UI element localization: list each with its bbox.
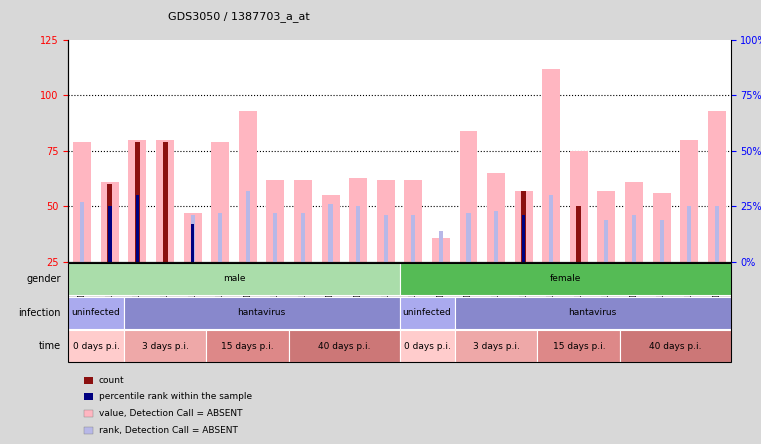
- Bar: [80, 202, 84, 317]
- Bar: [597, 191, 616, 317]
- Text: value, Detection Call = ABSENT: value, Detection Call = ABSENT: [99, 409, 243, 418]
- Text: 15 days p.i.: 15 days p.i.: [552, 342, 605, 351]
- Bar: [135, 195, 139, 317]
- Bar: [163, 142, 167, 317]
- Text: 3 days p.i.: 3 days p.i.: [473, 342, 520, 351]
- Bar: [73, 142, 91, 317]
- Bar: [156, 140, 174, 317]
- Bar: [101, 182, 119, 317]
- Bar: [411, 215, 416, 317]
- Bar: [218, 213, 222, 317]
- Bar: [190, 215, 195, 317]
- Bar: [108, 206, 112, 317]
- Bar: [107, 184, 113, 317]
- Bar: [384, 215, 388, 317]
- Text: 0 days p.i.: 0 days p.i.: [72, 342, 119, 351]
- Bar: [653, 193, 670, 317]
- Bar: [680, 140, 698, 317]
- Text: ▶: ▶: [68, 274, 75, 283]
- Text: male: male: [223, 274, 245, 283]
- Bar: [549, 195, 553, 317]
- Bar: [460, 131, 477, 317]
- Bar: [432, 238, 450, 317]
- Bar: [577, 220, 581, 317]
- Bar: [625, 182, 643, 317]
- Text: gender: gender: [27, 274, 61, 284]
- Text: count: count: [99, 376, 125, 385]
- Bar: [356, 206, 360, 317]
- Bar: [521, 211, 526, 317]
- Bar: [301, 213, 305, 317]
- Text: female: female: [549, 274, 581, 283]
- Bar: [329, 204, 333, 317]
- Text: uninfected: uninfected: [403, 308, 451, 317]
- Text: 15 days p.i.: 15 days p.i.: [221, 342, 274, 351]
- Text: infection: infection: [18, 308, 61, 317]
- Bar: [191, 224, 194, 317]
- Bar: [439, 231, 443, 317]
- Text: 40 days p.i.: 40 days p.i.: [649, 342, 702, 351]
- Bar: [466, 213, 470, 317]
- Bar: [521, 191, 526, 317]
- Text: time: time: [39, 341, 61, 351]
- Bar: [135, 195, 139, 317]
- Text: percentile rank within the sample: percentile rank within the sample: [99, 392, 252, 401]
- Bar: [687, 206, 691, 317]
- Bar: [522, 215, 525, 317]
- Bar: [543, 69, 560, 317]
- Bar: [183, 213, 202, 317]
- Bar: [349, 178, 367, 317]
- Bar: [494, 211, 498, 317]
- Bar: [715, 206, 719, 317]
- Bar: [604, 220, 609, 317]
- Text: rank, Detection Call = ABSENT: rank, Detection Call = ABSENT: [99, 426, 237, 435]
- Text: ▶: ▶: [68, 308, 75, 317]
- Bar: [135, 142, 140, 317]
- Bar: [632, 215, 636, 317]
- Bar: [239, 111, 256, 317]
- Text: GDS3050 / 1387703_a_at: GDS3050 / 1387703_a_at: [167, 11, 310, 22]
- Bar: [129, 140, 146, 317]
- Bar: [273, 213, 278, 317]
- Bar: [404, 180, 422, 317]
- Bar: [266, 180, 285, 317]
- Bar: [294, 180, 312, 317]
- Bar: [660, 220, 664, 317]
- Text: 40 days p.i.: 40 days p.i.: [318, 342, 371, 351]
- Text: 0 days p.i.: 0 days p.i.: [403, 342, 451, 351]
- Text: uninfected: uninfected: [72, 308, 120, 317]
- Bar: [212, 142, 229, 317]
- Bar: [514, 191, 533, 317]
- Text: hantavirus: hantavirus: [568, 308, 616, 317]
- Bar: [108, 206, 112, 317]
- Text: ▶: ▶: [68, 342, 75, 351]
- Text: 3 days p.i.: 3 days p.i.: [142, 342, 189, 351]
- Text: hantavirus: hantavirus: [237, 308, 285, 317]
- Bar: [570, 151, 587, 317]
- Bar: [377, 180, 395, 317]
- Bar: [246, 191, 250, 317]
- Bar: [487, 173, 505, 317]
- Bar: [708, 111, 726, 317]
- Bar: [576, 206, 581, 317]
- Bar: [322, 195, 339, 317]
- Bar: [163, 202, 167, 317]
